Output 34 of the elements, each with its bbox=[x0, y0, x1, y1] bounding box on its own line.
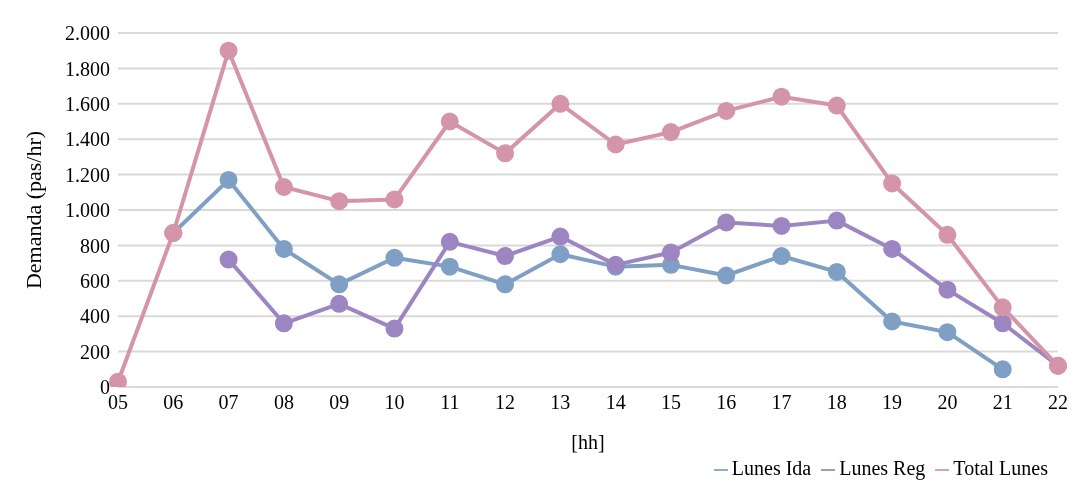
y-tick-label: 1.600 bbox=[65, 92, 110, 115]
x-tick-label: 19 bbox=[882, 391, 903, 414]
x-tick-label: 09 bbox=[329, 391, 350, 414]
y-tick-label: 1.800 bbox=[65, 57, 110, 80]
y-tick-label: 600 bbox=[80, 269, 110, 292]
x-tick-label: 05 bbox=[108, 391, 128, 414]
x-axis-title: [hh] bbox=[571, 431, 605, 453]
x-tick-label: 12 bbox=[495, 391, 516, 414]
y-tick-label: 0 bbox=[100, 376, 110, 399]
x-tick-label: 16 bbox=[716, 391, 737, 414]
legend-label: Lunes Ida bbox=[731, 457, 812, 479]
x-tick-label: 06 bbox=[163, 391, 184, 414]
x-tick-label: 21 bbox=[992, 391, 1013, 414]
legend-label: Total Lunes bbox=[953, 457, 1048, 479]
y-tick-label: 1.400 bbox=[65, 128, 110, 151]
x-tick-label: 13 bbox=[550, 391, 571, 414]
x-tick-label: 18 bbox=[826, 391, 847, 414]
y-tick-label: 200 bbox=[80, 340, 110, 363]
y-tick-label: 1.000 bbox=[65, 199, 110, 222]
x-tick-label: 07 bbox=[218, 391, 239, 414]
y-axis-title: Demanda (pas/hr) bbox=[20, 130, 46, 290]
x-tick-label: 10 bbox=[384, 391, 405, 414]
legend-label: Lunes Reg bbox=[839, 457, 926, 479]
y-tick-label: 1.200 bbox=[65, 163, 110, 186]
x-tick-label: 15 bbox=[660, 391, 681, 414]
y-tick-label: 2.000 bbox=[65, 22, 110, 45]
y-tick-label: 800 bbox=[80, 234, 110, 257]
x-tick-label: 08 bbox=[273, 391, 294, 414]
x-tick-label: 20 bbox=[937, 391, 958, 414]
y-tick-label: 400 bbox=[80, 305, 110, 328]
x-tick-label: 14 bbox=[605, 391, 626, 414]
x-tick-label: 17 bbox=[771, 391, 792, 414]
x-tick-label: 22 bbox=[1048, 391, 1068, 414]
x-tick-label: 11 bbox=[440, 391, 460, 414]
